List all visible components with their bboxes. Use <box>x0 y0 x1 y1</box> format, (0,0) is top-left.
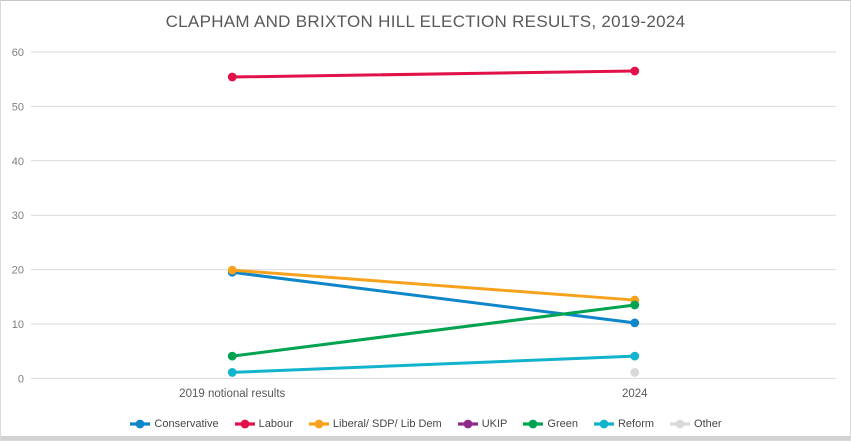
y-axis-label-40: 40 <box>12 156 24 168</box>
data-point-labour-0 <box>227 72 237 82</box>
series-line-liberal-sdp-lib-dem <box>230 268 637 302</box>
chart-legend: Conservative Labour Liberal/ SDP/ Lib Dem U… <box>1 418 850 430</box>
window-bottom-edge <box>1 436 850 440</box>
data-point-conservative-1 <box>630 318 640 328</box>
data-point-other-0 <box>630 368 640 377</box>
x-axis-label-2019-notional-results: 2019 notional results <box>179 388 285 400</box>
series-line-reform <box>230 354 637 374</box>
data-point-reform-0 <box>227 368 237 377</box>
legend-label-reform: Reform <box>617 418 655 430</box>
data-point-labour-1 <box>630 66 640 76</box>
series-line-labour <box>230 69 637 79</box>
data-point-reform-1 <box>630 351 640 361</box>
legend-marker-reform-icon <box>593 419 614 429</box>
y-axis-label-0: 0 <box>18 373 24 385</box>
y-axis-label-60: 60 <box>12 47 24 59</box>
legend-item-green: Green <box>522 418 578 430</box>
legend-marker-conservative-icon <box>130 419 151 429</box>
legend-label-other: Other <box>694 418 722 430</box>
legend-item-other: Other <box>669 418 722 430</box>
legend-item-reform: Reform <box>593 418 654 430</box>
legend-marker-labour-icon <box>234 419 255 429</box>
legend-marker-green-icon <box>523 419 544 429</box>
legend-item-ukip: UKIP <box>457 418 508 430</box>
legend-item-liberal-sdp-lib-dem: Liberal/ SDP/ Lib Dem <box>308 418 442 430</box>
series-line-conservative <box>230 270 637 325</box>
data-point-green-0 <box>227 351 237 361</box>
legend-label-liberal-sdp-lib-dem: Liberal/ SDP/ Lib Dem <box>332 418 442 430</box>
legend-marker-liberal-sdp-lib-dem-icon <box>308 419 329 429</box>
y-axis-label-10: 10 <box>12 319 24 331</box>
legend-item-conservative: Conservative <box>129 418 219 430</box>
legend-label-green: Green <box>547 418 578 430</box>
data-point-liberal-sdp-lib-dem-0 <box>227 265 237 275</box>
legend-label-labour: Labour <box>258 418 293 430</box>
chart-title: CLAPHAM AND BRIXTON HILL ELECTION RESULT… <box>165 12 686 31</box>
legend-item-labour: Labour <box>234 418 293 430</box>
legend-label-conservative: Conservative <box>154 418 219 430</box>
data-point-green-1 <box>630 300 640 310</box>
y-axis-label-30: 30 <box>12 210 24 222</box>
y-axis-label-20: 20 <box>12 265 24 277</box>
legend-label-ukip: UKIP <box>481 418 508 430</box>
legend-marker-ukip-icon <box>457 419 478 429</box>
legend-marker-other-icon <box>670 419 691 429</box>
series-line-green <box>230 303 637 358</box>
y-axis-label-50: 50 <box>12 101 24 113</box>
x-axis-label-2024: 2024 <box>622 388 648 400</box>
